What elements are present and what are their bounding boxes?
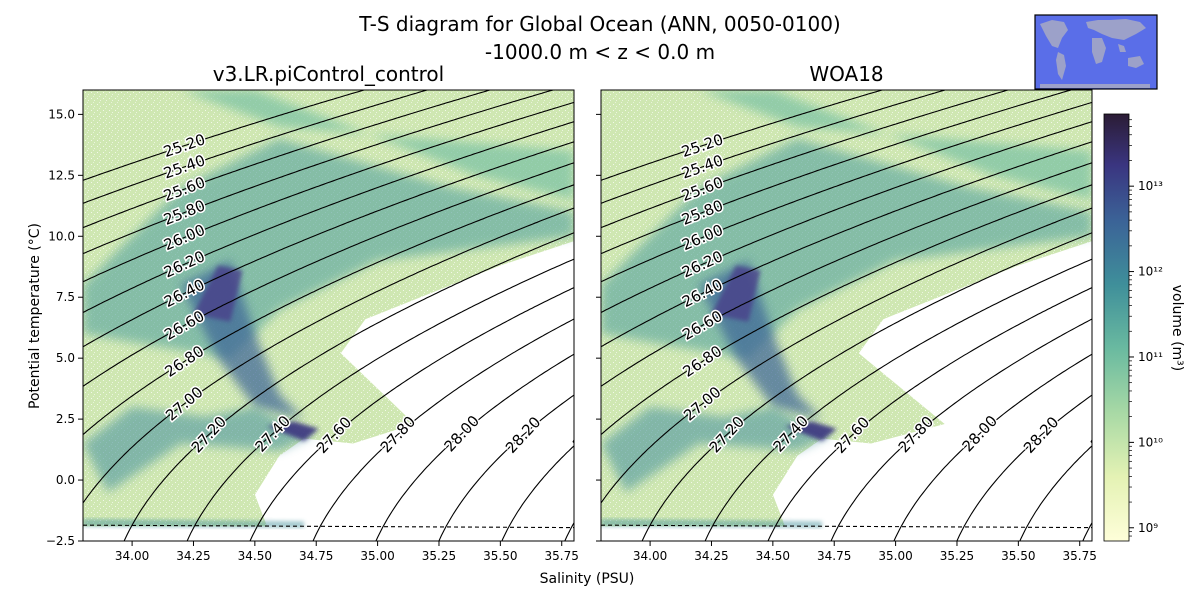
isopycnal-26.20 bbox=[601, 121, 1092, 313]
right-panel-title: WOA18 bbox=[809, 62, 884, 86]
colorbar-tick-label: 10¹⁰ bbox=[1138, 435, 1163, 449]
inset-region-map bbox=[1034, 14, 1158, 90]
intermediate-maximum-core bbox=[193, 265, 243, 322]
isopycnal-label: 28.20 bbox=[502, 413, 544, 457]
x-tick-label: 34.75 bbox=[299, 549, 333, 563]
figure-title-line1: T-S diagram for Global Ocean (ANN, 0050-… bbox=[359, 12, 841, 36]
colorbar-tick-label: 10⁹ bbox=[1138, 521, 1158, 535]
y-tick-label: 15.0 bbox=[48, 107, 75, 121]
freezing-point-water bbox=[83, 519, 304, 528]
colorbar-label: volume (m³) bbox=[1169, 285, 1185, 372]
isopycnal-28.00 bbox=[375, 353, 574, 541]
isopycnal-25.20 bbox=[601, 90, 884, 181]
y-tick-label: 2.5 bbox=[56, 412, 75, 426]
isopycnal-25.40 bbox=[83, 90, 430, 204]
volume-maximum-core bbox=[785, 421, 837, 441]
isopycnal-28.20 bbox=[956, 394, 1092, 541]
isopycnal-27.80 bbox=[312, 318, 574, 541]
isopycnal-28.4 bbox=[501, 445, 574, 541]
volume-maximum-core bbox=[267, 421, 319, 441]
x-tick-label: 34.25 bbox=[694, 549, 728, 563]
left-ts-panel: 25.2025.4025.6025.8026.0026.2026.4026.60… bbox=[46, 89, 579, 563]
central-water-band bbox=[601, 90, 1092, 200]
x-tick-label: 35.50 bbox=[483, 549, 517, 563]
colorbar-tick-label: 10¹¹ bbox=[1138, 350, 1163, 364]
x-tick-label: 34.00 bbox=[115, 549, 149, 563]
isopycnal-27.00 bbox=[83, 207, 574, 504]
y-tick-label: 5.0 bbox=[56, 351, 75, 365]
intermediate-maximum-core bbox=[711, 265, 761, 322]
isopycnal-27.40 bbox=[186, 258, 574, 541]
isopycnal-25.20 bbox=[83, 90, 366, 181]
isopycnal-25.80 bbox=[83, 90, 555, 255]
plot-frame bbox=[82, 89, 575, 542]
isopycnal-27.80 bbox=[830, 318, 1092, 541]
isopycnal-25.60 bbox=[83, 90, 492, 229]
isopycnal-27.40 bbox=[704, 258, 1092, 541]
isopycnal-label: 28.00 bbox=[959, 412, 1002, 456]
isopycnal-27.20 bbox=[123, 232, 574, 541]
isopycnal-label: 28.00 bbox=[441, 412, 484, 456]
figure-title-line2: -1000.0 m < z < 0.0 m bbox=[484, 40, 716, 64]
isopycnal-28.60 bbox=[564, 522, 574, 541]
freezing-point-line bbox=[601, 524, 1092, 529]
x-tick-label: 34.75 bbox=[817, 549, 851, 563]
x-tick-label: 34.50 bbox=[238, 549, 272, 563]
isopycnal-26.40 bbox=[83, 141, 574, 348]
isopycnal-26.60 bbox=[83, 162, 574, 387]
y-tick-label: 10.0 bbox=[48, 229, 75, 243]
left-panel-title: v3.LR.piControl_control bbox=[212, 62, 445, 86]
x-tick-label: 34.50 bbox=[756, 549, 790, 563]
isopycnal-26.80 bbox=[83, 184, 574, 436]
plot-frame bbox=[600, 89, 1093, 542]
isopycnal-28.00 bbox=[893, 353, 1092, 541]
isopycnal-25.40 bbox=[601, 90, 948, 204]
y-tick-label: 0.0 bbox=[56, 473, 75, 487]
x-tick-label: 35.25 bbox=[422, 549, 456, 563]
isopycnal-25.80 bbox=[601, 90, 1073, 255]
central-water-band bbox=[83, 90, 574, 200]
y-tick-label: −2.5 bbox=[46, 534, 75, 548]
isopycnal-26.00 bbox=[601, 101, 1092, 283]
y-tick-label: 7.5 bbox=[56, 290, 75, 304]
isopycnal-26.80 bbox=[601, 184, 1092, 436]
isopycnal-27.60 bbox=[249, 287, 574, 541]
x-tick-label: 34.00 bbox=[633, 549, 667, 563]
isopycnal-27.60 bbox=[767, 287, 1092, 541]
right-ts-panel: 25.2025.4025.6025.8026.0026.2026.4026.60… bbox=[596, 89, 1097, 563]
isopycnal-26.20 bbox=[83, 121, 574, 313]
x-tick-label: 35.00 bbox=[360, 549, 394, 563]
freezing-point-water bbox=[601, 519, 822, 528]
x-tick-label: 35.75 bbox=[545, 549, 579, 563]
isopycnal-26.00 bbox=[83, 101, 574, 283]
volume-density-field bbox=[601, 90, 1092, 528]
colorbar: 10⁹ 10¹⁰ 10¹¹ 10¹² 10¹³ volume (m³) bbox=[1103, 113, 1185, 542]
isopycnal-25.60 bbox=[601, 90, 1010, 229]
y-axis-label: Potential temperature (°C) bbox=[27, 223, 43, 409]
deep-water-band bbox=[601, 406, 835, 493]
volume-density-field bbox=[83, 90, 574, 528]
freezing-point-line bbox=[83, 524, 574, 529]
x-axis-label: Salinity (PSU) bbox=[540, 571, 635, 587]
isopycnal-label: 28.20 bbox=[1020, 413, 1062, 457]
isopycnal-28.4 bbox=[1019, 445, 1092, 541]
colorbar-tick-label: 10¹³ bbox=[1138, 179, 1163, 193]
deep-water-band bbox=[83, 406, 317, 493]
x-tick-label: 34.25 bbox=[176, 549, 210, 563]
isopycnal-28.60 bbox=[1082, 522, 1092, 541]
x-tick-label: 35.00 bbox=[878, 549, 912, 563]
isopycnal-26.40 bbox=[601, 141, 1092, 348]
inset-map-land bbox=[1040, 19, 1150, 88]
isopycnal-28.20 bbox=[438, 394, 574, 541]
isopycnal-27.00 bbox=[601, 207, 1092, 504]
colorbar-tick-label: 10¹² bbox=[1138, 265, 1163, 279]
y-tick-label: 12.5 bbox=[48, 168, 75, 182]
x-tick-label: 35.75 bbox=[1063, 549, 1097, 563]
x-tick-label: 35.25 bbox=[940, 549, 974, 563]
colorbar-gradient bbox=[1103, 113, 1130, 542]
isopycnal-26.60 bbox=[601, 162, 1092, 387]
x-tick-label: 35.50 bbox=[1001, 549, 1035, 563]
isopycnal-27.20 bbox=[641, 232, 1092, 541]
